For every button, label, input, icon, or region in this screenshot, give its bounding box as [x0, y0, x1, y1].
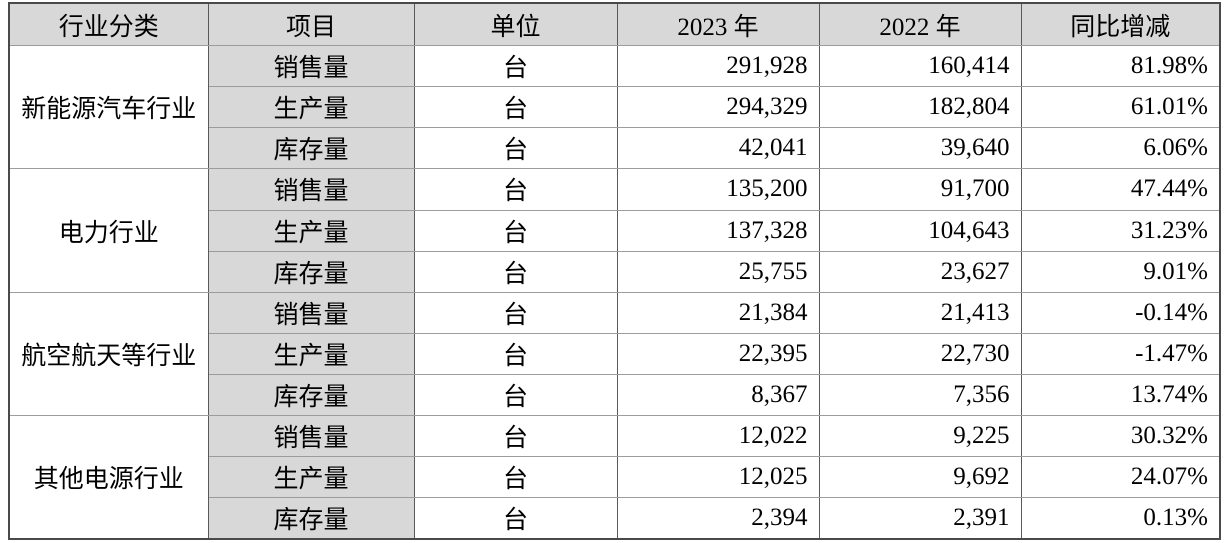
table-row: 生产量 台 137,328 104,643 31.23%: [9, 209, 1221, 252]
yoy-cell: -0.14%: [1020, 291, 1221, 334]
value-2023-cell: 8,367: [616, 373, 820, 417]
header-industry: 行业分类: [8, 2, 209, 46]
value-2023-cell: 12,025: [616, 456, 820, 499]
value-2022-cell: 7,356: [818, 373, 1022, 417]
header-2023: 2023 年: [616, 2, 820, 46]
yoy-cell: 31.23%: [1020, 209, 1221, 252]
item-cell: 销售量: [207, 44, 415, 88]
value-2022-cell: 9,225: [818, 415, 1022, 458]
item-cell: 生产量: [207, 332, 415, 376]
table-row: 库存量 台 2,394 2,391 0.13%: [9, 497, 1221, 540]
yoy-cell: -1.47%: [1020, 332, 1221, 376]
industry-volume-table: 行业分类 项目 单位 2023 年 2022 年 同比增减 新能源汽车行业 销售…: [8, 2, 1221, 540]
unit-cell: 台: [413, 456, 618, 499]
value-2022-cell: 2,391: [818, 497, 1022, 540]
header-unit: 单位: [413, 2, 618, 46]
header-row: 行业分类 项目 单位 2023 年 2022 年 同比增减: [8, 2, 1221, 46]
value-2022-cell: 39,640: [818, 127, 1022, 170]
value-2022-cell: 21,413: [818, 291, 1022, 334]
table-row: 库存量 台 25,755 23,627 9.01%: [9, 250, 1221, 293]
unit-cell: 台: [413, 291, 618, 334]
item-cell: 销售量: [207, 415, 415, 458]
industry-cell: 航空航天等行业: [8, 291, 209, 417]
yoy-cell: 47.44%: [1020, 168, 1221, 211]
value-2023-cell: 294,329: [616, 86, 820, 129]
table-row: 电力行业 销售量 台 135,200 91,700 47.44%: [8, 168, 1221, 293]
yoy-cell: 6.06%: [1020, 127, 1221, 170]
table-row: 生产量 台 294,329 182,804 61.01%: [9, 86, 1221, 129]
yoy-cell: 0.13%: [1020, 497, 1221, 540]
value-2023-cell: 2,394: [616, 497, 820, 540]
industry-cell: 新能源汽车行业: [8, 44, 209, 170]
value-2022-cell: 182,804: [818, 86, 1022, 129]
item-cell: 生产量: [207, 86, 415, 129]
item-cell: 库存量: [207, 250, 415, 293]
table-row: 新能源汽车行业 销售量 台 291,928 160,414 81.98%: [8, 44, 1221, 170]
value-2022-cell: 23,627: [818, 250, 1022, 293]
unit-cell: 台: [413, 127, 618, 170]
unit-cell: 台: [413, 250, 618, 293]
value-2022-cell: 91,700: [818, 168, 1022, 211]
value-2023-cell: 12,022: [616, 415, 820, 458]
table-row: 生产量 台 12,025 9,692 24.07%: [9, 456, 1221, 499]
value-2022-cell: 22,730: [818, 332, 1022, 376]
unit-cell: 台: [413, 44, 618, 88]
table-row: 库存量 台 8,367 7,356 13.74%: [9, 373, 1221, 417]
item-cell: 销售量: [207, 168, 415, 211]
value-2023-cell: 137,328: [616, 209, 820, 252]
unit-cell: 台: [413, 373, 618, 417]
value-2022-cell: 9,692: [818, 456, 1022, 499]
value-2023-cell: 25,755: [616, 250, 820, 293]
header-item: 项目: [207, 2, 415, 46]
table-row: 库存量 台 42,041 39,640 6.06%: [9, 127, 1221, 170]
value-2023-cell: 42,041: [616, 127, 820, 170]
table-row: 其他电源行业 销售量 台 12,022 9,225 30.32%: [8, 415, 1221, 540]
yoy-cell: 13.74%: [1020, 373, 1221, 417]
industry-cell: 电力行业: [8, 168, 209, 293]
table-row: 航空航天等行业 销售量 台 21,384 21,413 -0.14%: [8, 291, 1221, 417]
item-cell: 库存量: [207, 373, 415, 417]
unit-cell: 台: [413, 86, 618, 129]
industry-cell: 其他电源行业: [8, 415, 209, 540]
table-row: 生产量 台 22,395 22,730 -1.47%: [9, 332, 1221, 376]
yoy-cell: 24.07%: [1020, 456, 1221, 499]
value-2023-cell: 291,928: [616, 44, 820, 88]
item-cell: 生产量: [207, 456, 415, 499]
unit-cell: 台: [413, 415, 618, 458]
unit-cell: 台: [413, 168, 618, 211]
item-cell: 销售量: [207, 291, 415, 334]
item-cell: 库存量: [207, 127, 415, 170]
unit-cell: 台: [413, 209, 618, 252]
yoy-cell: 81.98%: [1020, 44, 1221, 88]
item-cell: 库存量: [207, 497, 415, 540]
yoy-cell: 61.01%: [1020, 86, 1221, 129]
yoy-cell: 30.32%: [1020, 415, 1221, 458]
value-2023-cell: 135,200: [616, 168, 820, 211]
unit-cell: 台: [413, 332, 618, 376]
value-2023-cell: 22,395: [616, 332, 820, 376]
yoy-cell: 9.01%: [1020, 250, 1221, 293]
header-yoy: 同比增减: [1020, 2, 1221, 46]
header-2022: 2022 年: [818, 2, 1022, 46]
value-2022-cell: 160,414: [818, 44, 1022, 88]
value-2023-cell: 21,384: [616, 291, 820, 334]
unit-cell: 台: [413, 497, 618, 540]
item-cell: 生产量: [207, 209, 415, 252]
value-2022-cell: 104,643: [818, 209, 1022, 252]
